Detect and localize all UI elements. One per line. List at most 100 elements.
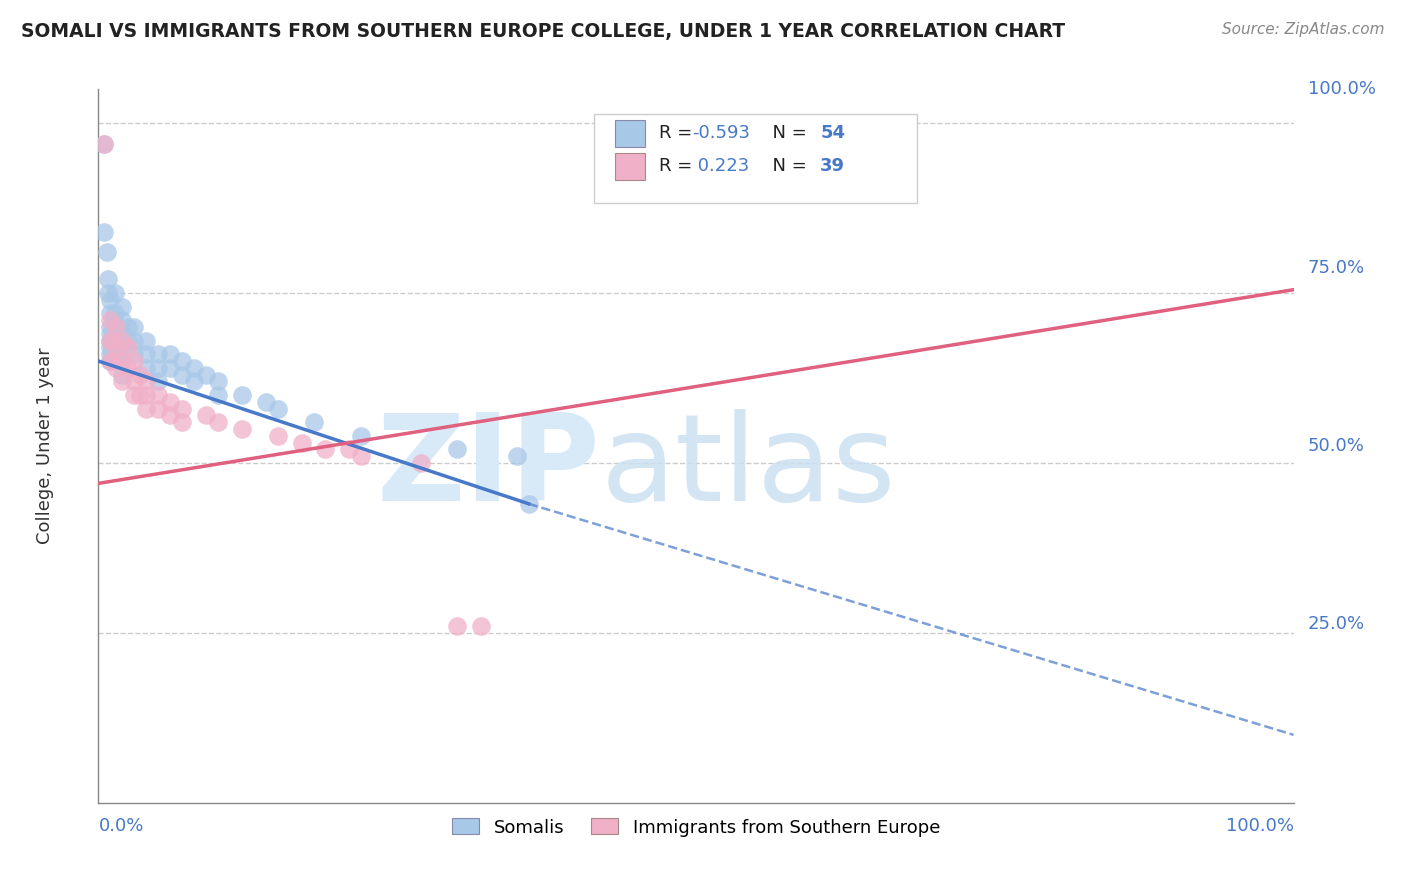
- Point: [350, 449, 373, 463]
- Point: [135, 360, 157, 375]
- Point: [98, 326, 122, 341]
- Point: [267, 429, 290, 443]
- Point: [93, 136, 115, 151]
- Point: [117, 360, 139, 375]
- Point: [159, 409, 181, 423]
- Point: [195, 409, 218, 423]
- Point: [231, 422, 253, 436]
- Point: [111, 375, 134, 389]
- Point: [111, 300, 134, 314]
- Point: [183, 375, 205, 389]
- Point: [148, 388, 170, 402]
- Point: [183, 360, 205, 375]
- Text: ZIP: ZIP: [377, 409, 600, 526]
- Text: 75.0%: 75.0%: [1308, 259, 1365, 277]
- Text: 100.0%: 100.0%: [1308, 80, 1376, 98]
- Point: [129, 368, 152, 382]
- Point: [98, 341, 122, 355]
- Point: [135, 388, 157, 402]
- Point: [172, 354, 194, 368]
- Point: [98, 347, 122, 361]
- Point: [339, 442, 361, 457]
- Point: [159, 360, 181, 375]
- Point: [101, 354, 124, 368]
- FancyBboxPatch shape: [614, 153, 644, 180]
- Point: [111, 341, 134, 355]
- Text: R =: R =: [659, 157, 697, 175]
- Point: [105, 334, 128, 348]
- Point: [207, 415, 229, 429]
- Point: [105, 360, 128, 375]
- Text: N =: N =: [761, 157, 813, 175]
- Text: Source: ZipAtlas.com: Source: ZipAtlas.com: [1222, 22, 1385, 37]
- Point: [207, 388, 229, 402]
- Text: R =: R =: [659, 125, 697, 143]
- Text: 54: 54: [820, 125, 845, 143]
- Text: 50.0%: 50.0%: [1308, 437, 1365, 455]
- Point: [148, 360, 170, 375]
- FancyBboxPatch shape: [595, 114, 917, 203]
- Point: [135, 375, 157, 389]
- Point: [97, 286, 120, 301]
- Text: atlas: atlas: [600, 409, 896, 526]
- Point: [446, 442, 468, 457]
- Point: [111, 326, 134, 341]
- Point: [254, 394, 277, 409]
- Point: [135, 334, 157, 348]
- Point: [103, 334, 125, 348]
- Point: [105, 320, 128, 334]
- Point: [124, 354, 146, 368]
- Point: [111, 313, 134, 327]
- Point: [98, 306, 122, 320]
- Point: [98, 334, 122, 348]
- Point: [111, 354, 134, 368]
- Point: [104, 306, 127, 320]
- Point: [129, 388, 152, 402]
- Point: [291, 435, 314, 450]
- Point: [98, 313, 122, 327]
- Point: [446, 619, 468, 633]
- Text: N =: N =: [761, 125, 813, 143]
- Point: [231, 388, 253, 402]
- Point: [148, 401, 170, 416]
- Point: [97, 272, 120, 286]
- Point: [124, 334, 146, 348]
- Text: 0.0%: 0.0%: [98, 817, 143, 835]
- Text: College, Under 1 year: College, Under 1 year: [35, 348, 53, 544]
- Point: [159, 347, 181, 361]
- Text: 39: 39: [820, 157, 845, 175]
- Point: [124, 347, 146, 361]
- Point: [117, 334, 139, 348]
- Text: 25.0%: 25.0%: [1308, 615, 1365, 633]
- Point: [411, 456, 433, 470]
- Text: 0.223: 0.223: [692, 157, 749, 175]
- Point: [98, 293, 122, 307]
- Point: [517, 497, 540, 511]
- Point: [148, 375, 170, 389]
- Point: [103, 313, 125, 327]
- Text: SOMALI VS IMMIGRANTS FROM SOUTHERN EUROPE COLLEGE, UNDER 1 YEAR CORRELATION CHAR: SOMALI VS IMMIGRANTS FROM SOUTHERN EUROP…: [21, 22, 1066, 41]
- Point: [267, 401, 290, 416]
- Point: [135, 347, 157, 361]
- Point: [111, 334, 134, 348]
- Point: [105, 341, 128, 355]
- Point: [124, 388, 146, 402]
- Point: [101, 334, 124, 348]
- Point: [111, 368, 134, 382]
- Text: -0.593: -0.593: [692, 125, 751, 143]
- Point: [135, 401, 157, 416]
- Point: [93, 225, 115, 239]
- Point: [172, 415, 194, 429]
- Point: [350, 429, 373, 443]
- Point: [96, 245, 118, 260]
- Point: [117, 341, 139, 355]
- Point: [315, 442, 337, 457]
- Point: [124, 320, 146, 334]
- Point: [470, 619, 492, 633]
- Point: [98, 354, 122, 368]
- Point: [159, 394, 181, 409]
- Point: [105, 347, 128, 361]
- FancyBboxPatch shape: [614, 120, 644, 147]
- Point: [195, 368, 218, 382]
- Point: [105, 320, 128, 334]
